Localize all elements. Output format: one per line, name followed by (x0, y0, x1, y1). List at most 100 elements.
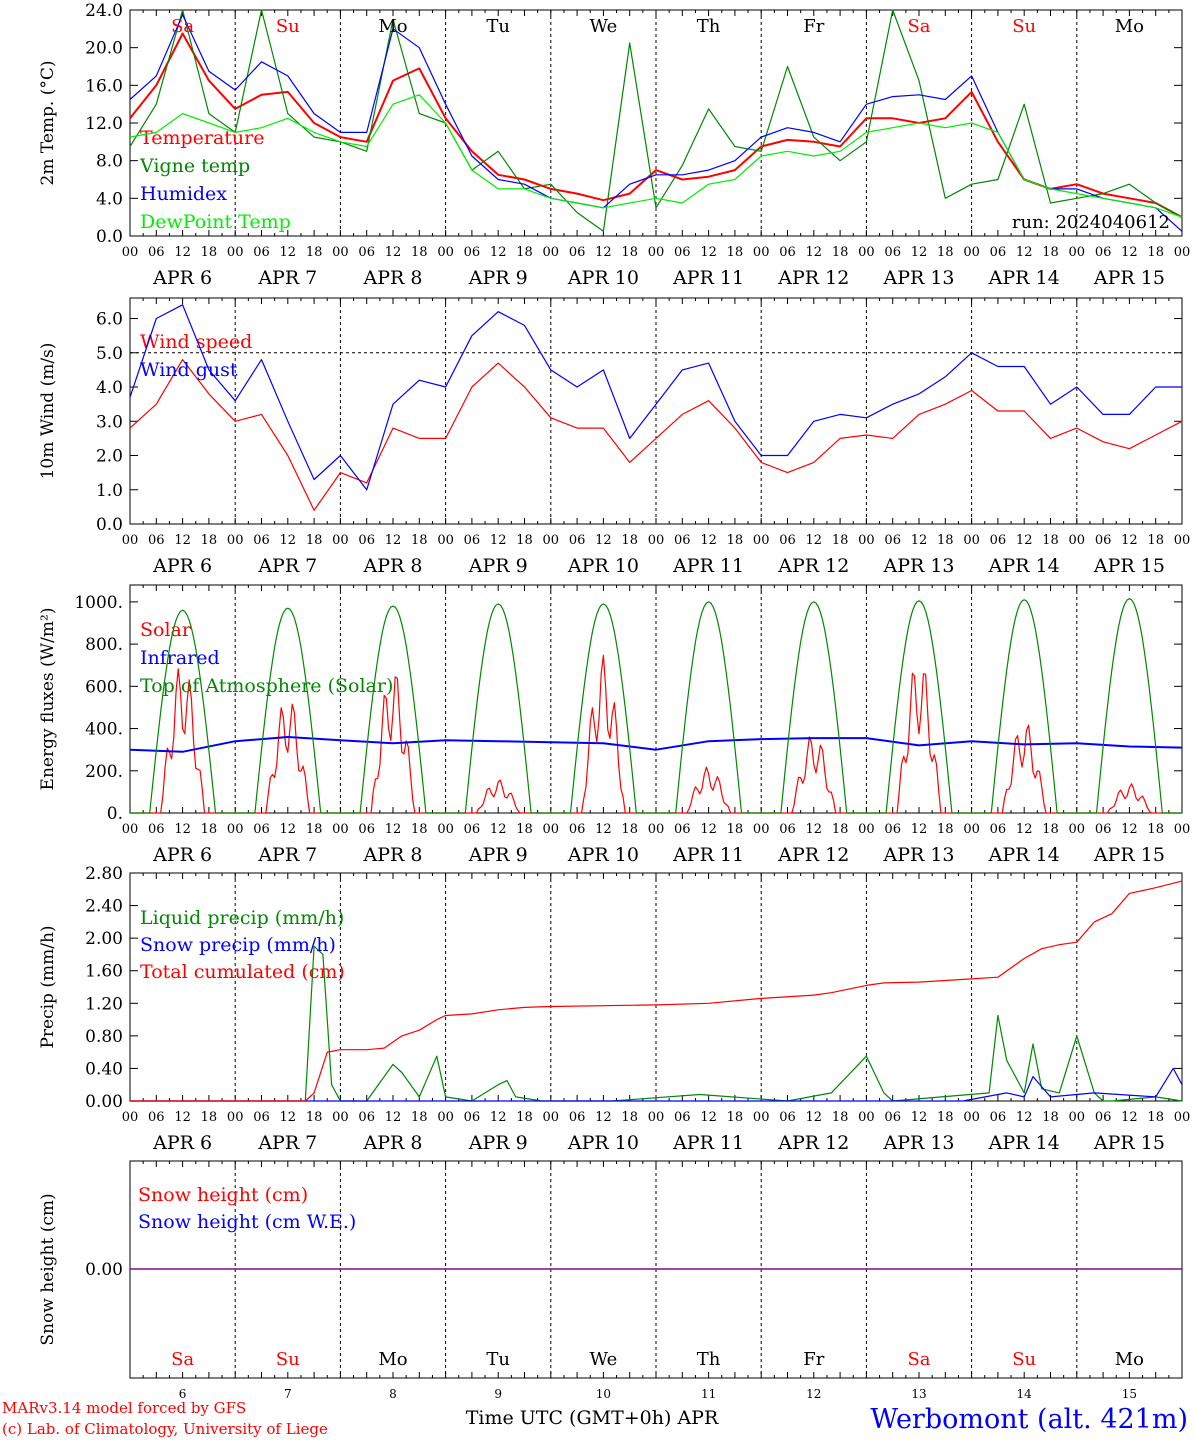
weekday-label: Th (697, 1349, 721, 1370)
hour-tick-label: 12 (280, 533, 297, 548)
weekday-label: Tu (486, 1349, 510, 1370)
hour-tick-label: 18 (306, 245, 323, 260)
series-line-2 (129, 304, 1182, 491)
hour-tick-label: 12 (700, 245, 717, 260)
day-label: APR 11 (672, 844, 744, 866)
hour-tick-label: 00 (858, 245, 875, 260)
hour-tick-label: 00 (753, 245, 770, 260)
day-label: APR 12 (777, 844, 849, 866)
day-label: APR 7 (257, 844, 317, 866)
y-tick-label: 24.0 (85, 1, 123, 21)
day-label: APR 12 (777, 267, 849, 289)
hour-tick-label: 06 (779, 533, 796, 548)
day-label: APR 8 (363, 555, 423, 577)
chart-panels: 0.0 4.0 8.0 12.0 16.0 20.0 24.0 2m Temp. (°C) Te… (38, 1, 1190, 1401)
day-label: APR 6 (152, 267, 212, 289)
legend-entry: Temperature (140, 127, 264, 149)
day-label: APR 15 (1093, 555, 1165, 577)
legend-entry: Snow height (cm) (138, 1184, 308, 1206)
hour-tick-label: 06 (253, 245, 270, 260)
hour-tick-label: 00 (753, 533, 770, 548)
hour-tick-label: 18 (621, 245, 638, 260)
weekday-label: Su (276, 16, 300, 37)
day-number-label: 15 (1122, 1387, 1137, 1401)
day-number-label: 7 (284, 1387, 292, 1401)
hour-tick-label: 06 (358, 822, 375, 837)
legend-entry: Humidex (140, 183, 227, 205)
y-tick-label: 6.0 (96, 310, 123, 330)
hour-tick-label: 06 (884, 822, 901, 837)
hour-tick-label: 18 (1042, 245, 1059, 260)
hour-tick-label: 18 (727, 1110, 744, 1125)
hour-tick-label: 06 (464, 245, 481, 260)
hour-tick-label: 18 (1147, 245, 1164, 260)
hour-tick-label: 00 (332, 822, 349, 837)
hour-tick-label: 12 (911, 245, 928, 260)
weekday-label: Sa (171, 16, 194, 37)
hour-tick-label: 00 (437, 245, 454, 260)
hour-tick-label: 06 (779, 245, 796, 260)
y-tick-label: 0.40 (85, 1059, 123, 1079)
hour-tick-label: 06 (884, 245, 901, 260)
series-line-3 (130, 880, 1183, 1102)
hour-tick-label: 00 (1174, 1110, 1191, 1125)
weekday-label: Mo (1115, 16, 1144, 37)
hour-tick-label: 06 (569, 245, 586, 260)
hour-tick-label: 00 (1174, 245, 1191, 260)
day-label: APR 9 (468, 555, 528, 577)
hour-tick-label: 00 (1069, 245, 1086, 260)
hour-tick-label: 06 (674, 822, 691, 837)
hour-tick-label: 06 (148, 1110, 165, 1125)
hour-tick-label: 18 (832, 1110, 849, 1125)
day-label: APR 14 (988, 1132, 1060, 1154)
hour-tick-label: 12 (1016, 245, 1033, 260)
series-line-2 (130, 1067, 1183, 1102)
hour-tick-label: 06 (1095, 533, 1112, 548)
hour-tick-label: 06 (674, 1110, 691, 1125)
weekday-label: Su (276, 1349, 300, 1370)
panel-2: 0.0 1.0 2.0 3.0 4.0 5.0 6.0 10m Wind (m/s) Wind … (38, 297, 1190, 577)
day-number-label: 6 (179, 1387, 187, 1401)
legend-entry: Total cumulated (cm) (140, 961, 345, 983)
footer: MARv3.14 model forced by GFS (c) Lab. of… (2, 1399, 1188, 1438)
hour-tick-label: 00 (332, 245, 349, 260)
hour-tick-label: 18 (937, 822, 954, 837)
series-line-4 (129, 94, 1183, 218)
hour-tick-label: 06 (674, 245, 691, 260)
day-label: APR 15 (1093, 1132, 1165, 1154)
y-tick-label: 4.0 (96, 189, 123, 209)
hour-tick-label: 18 (621, 822, 638, 837)
hour-tick-label: 18 (727, 245, 744, 260)
hour-tick-label: 12 (595, 822, 612, 837)
hour-tick-label: 18 (306, 1110, 323, 1125)
hour-tick-label: 12 (1121, 1110, 1138, 1125)
weekday-label: Su (1012, 16, 1036, 37)
hour-tick-label: 12 (806, 822, 823, 837)
day-label: APR 9 (468, 1132, 528, 1154)
y-tick-label: 2.80 (85, 864, 123, 884)
y-tick-label: 400. (85, 720, 123, 740)
hour-tick-label: 12 (700, 1110, 717, 1125)
hour-tick-label: 18 (516, 822, 533, 837)
hour-tick-label: 18 (832, 822, 849, 837)
hour-tick-label: 18 (937, 1110, 954, 1125)
series-line-2 (129, 736, 1183, 753)
hour-tick-label: 18 (621, 1110, 638, 1125)
day-number-label: 10 (596, 1387, 611, 1401)
hour-tick-label: 06 (253, 1110, 270, 1125)
hour-tick-label: 00 (1174, 822, 1191, 837)
hour-tick-label: 12 (806, 245, 823, 260)
legend-entry: Solar (140, 619, 192, 641)
y-tick-label: 1000. (74, 593, 123, 613)
hour-tick-label: 18 (411, 822, 428, 837)
hour-tick-label: 06 (1095, 1110, 1112, 1125)
hour-tick-label: 18 (306, 533, 323, 548)
y-tick-label: 5.0 (96, 344, 123, 364)
hour-tick-label: 18 (516, 533, 533, 548)
y-tick-label: 600. (85, 677, 123, 697)
day-number-label: 9 (494, 1387, 502, 1401)
series-line-2 (129, 9, 1183, 232)
hour-tick-label: 00 (1069, 822, 1086, 837)
hour-tick-label: 18 (1042, 822, 1059, 837)
panel-3: 0. 200. 400. 600. 800. 1000. Energy fluxes (W/… (38, 584, 1191, 866)
